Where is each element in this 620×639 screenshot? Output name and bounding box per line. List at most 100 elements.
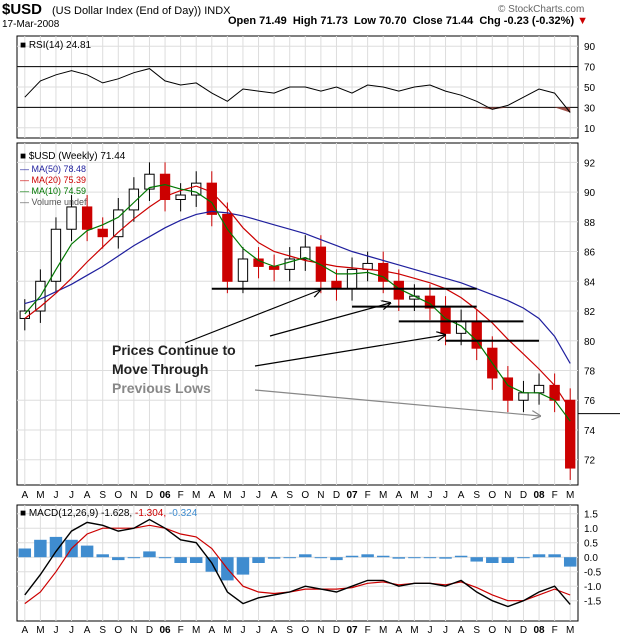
macd-histogram-bar [486,557,499,563]
candle-body [206,182,217,215]
price-x-tick: N [130,490,137,501]
macd-x-tick: J [443,625,448,636]
ma10-line [24,183,571,422]
price-x-tick: M [36,490,44,501]
macd-x-tick: J [69,625,74,636]
open-value: Open 71.49 [228,15,287,27]
index-name: (US Dollar Index (End of Day)) INDX [52,5,231,17]
macd-histogram-bar [408,557,421,559]
macd-panel-frame [16,504,579,622]
macd-histogram-bar [267,557,281,559]
low-value: Low 70.70 [353,15,407,27]
macd-histogram-bar [158,557,172,559]
candle-body [502,377,514,401]
price-legend-item: — MA(10) 74.59 [20,186,86,196]
exchange-code: INDX [204,5,231,17]
price-y-tick: 86 [584,248,596,259]
price-legend-item: — Volume undef [20,197,87,207]
price-x-tick: A [395,490,402,501]
price-x-tick: A [208,490,215,501]
macd-histogram-bar [501,557,515,563]
macd-histogram-bar [189,557,203,563]
price-x-tick: M [566,490,574,501]
rsi-label: ■ RSI(14) 24.81 [20,40,92,51]
annotation-arrow [254,335,445,367]
macd-histogram-bar [236,557,250,575]
macd-x-tick: N [504,625,511,636]
price-x-tick: J [427,490,432,501]
price-x-tick: F [178,490,184,501]
macd-x-tick: O [488,625,496,636]
price-x-tick: O [114,490,122,501]
macd-x-tick: M [566,625,574,636]
candle-body [533,384,545,394]
price-x-tick: J [53,490,58,501]
price-x-tick: F [365,490,371,501]
price-x-tick: M [192,490,200,501]
candle-body [518,392,529,401]
annotation-text: Move Through [112,361,208,377]
candle-body [97,228,108,238]
price-x-tick: N [317,490,324,501]
price-x-tick: J [69,490,74,501]
rsi-line [24,68,571,113]
price-x-tick: O [301,490,309,501]
macd-x-tick: O [114,625,122,636]
annotation-text: Prices Continue to [112,342,236,358]
candle-body [128,188,140,211]
macd-histogram-bar [532,554,546,558]
macd-x-tick: D [333,625,340,636]
macd-x-tick: J [256,625,261,636]
macd-histogram-bar [470,557,483,562]
macd-y-tick: 0.5 [584,539,598,550]
macd-histogram-bar [49,536,63,558]
price-y-tick: 72 [584,456,596,467]
macd-x-tick: M [379,625,387,636]
price-x-tick: A [84,490,91,501]
macd-x-tick: F [552,625,558,636]
price-x-tick: M [223,490,231,501]
macd-x-tick: D [146,625,153,636]
macd-y-tick: -0.5 [584,568,602,579]
high-value: High 71.73 [292,15,348,27]
price-x-tick: A [458,490,465,501]
candle-body [191,182,202,196]
chart-date: 17-Mar-2008 [2,19,60,30]
macd-x-tick: A [395,625,402,636]
macd-histogram-bar [80,545,94,558]
macd-x-tick: A [458,625,465,636]
price-y-tick: 76 [584,396,596,407]
candle-body [424,295,436,309]
macd-x-tick: 06 [159,625,171,636]
price-x-tick: M [410,490,418,501]
macd-histogram-bar [314,557,328,559]
macd-x-tick: F [365,625,371,636]
macd-histogram-bar [454,555,468,558]
price-x-tick: O [488,490,496,501]
rsi-y-tick: 90 [584,42,596,53]
candle-body [471,320,482,349]
price-y-tick: 84 [584,277,596,288]
candle-body [393,280,404,300]
macd-histogram-bar [392,557,406,559]
ma20-line [24,185,571,410]
macd-x-tick: A [21,625,28,636]
price-x-tick: F [552,490,558,501]
macd-x-tick: 07 [346,625,358,636]
price-x-tick: S [99,490,106,501]
macd-signal-line [24,524,571,605]
macd-histogram-bar [18,548,32,558]
price-y-tick: 74 [584,426,596,437]
macd-histogram-bar [361,554,374,558]
macd-x-tick: A [208,625,215,636]
macd-y-tick: -1.0 [584,582,602,593]
macd-x-tick: S [99,625,106,636]
macd-line [24,518,571,608]
macd-hist-value: -0.324 [169,508,198,519]
candle-body [455,320,467,334]
rsi-y-tick: 30 [584,103,596,114]
price-y-tick: 88 [584,218,596,229]
candle-body [565,399,576,469]
candle-body [66,206,77,230]
price-legend-item: — MA(50) 78.48 [20,164,86,174]
